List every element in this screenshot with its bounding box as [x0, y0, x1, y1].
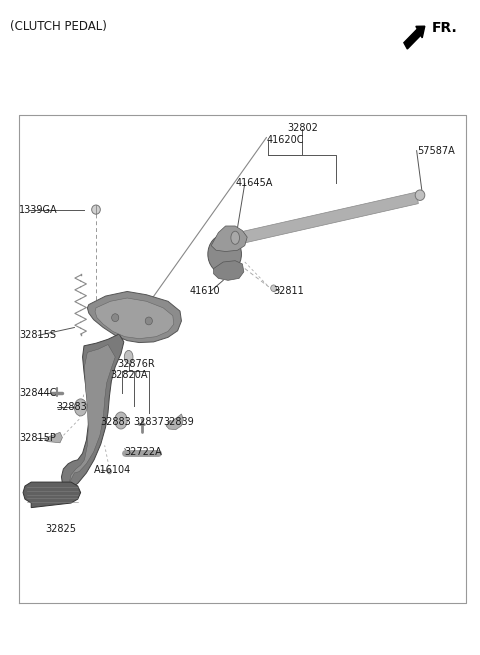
Text: 1339GA: 1339GA	[19, 204, 58, 215]
Circle shape	[74, 399, 87, 416]
Polygon shape	[95, 298, 174, 339]
Ellipse shape	[415, 190, 425, 200]
Ellipse shape	[208, 234, 241, 274]
Polygon shape	[166, 414, 183, 430]
Text: 32844C: 32844C	[19, 388, 57, 398]
Polygon shape	[70, 345, 115, 481]
Ellipse shape	[145, 317, 153, 325]
Text: FR.: FR.	[432, 21, 458, 35]
Ellipse shape	[271, 285, 276, 291]
Text: 32815P: 32815P	[19, 432, 56, 443]
Polygon shape	[23, 482, 81, 508]
Text: 41620C: 41620C	[267, 134, 304, 145]
Text: 32876R: 32876R	[118, 359, 156, 369]
Circle shape	[115, 412, 127, 429]
Text: 32883: 32883	[57, 402, 87, 413]
Polygon shape	[211, 226, 247, 252]
Polygon shape	[87, 291, 181, 343]
Text: 32839: 32839	[163, 417, 194, 428]
Text: 32883: 32883	[100, 417, 131, 428]
Polygon shape	[45, 432, 62, 443]
FancyArrow shape	[404, 26, 425, 49]
Text: 41610: 41610	[190, 286, 220, 297]
Text: 41645A: 41645A	[235, 178, 273, 189]
Polygon shape	[214, 261, 244, 280]
Text: (CLUTCH PEDAL): (CLUTCH PEDAL)	[10, 20, 107, 33]
Ellipse shape	[111, 314, 119, 322]
Text: 32825: 32825	[46, 524, 77, 534]
Ellipse shape	[231, 231, 240, 244]
Text: 32820A: 32820A	[110, 369, 148, 380]
Text: 32815S: 32815S	[19, 330, 56, 341]
Ellipse shape	[108, 469, 111, 474]
Ellipse shape	[92, 205, 100, 214]
Polygon shape	[61, 334, 124, 488]
Text: 32811: 32811	[274, 286, 304, 297]
Text: 32837: 32837	[133, 417, 164, 428]
Text: 32802: 32802	[287, 122, 318, 133]
Text: 57587A: 57587A	[418, 145, 456, 156]
Text: A16104: A16104	[94, 465, 131, 476]
Text: 32722A: 32722A	[125, 447, 163, 457]
Ellipse shape	[124, 350, 133, 364]
Polygon shape	[235, 192, 418, 245]
